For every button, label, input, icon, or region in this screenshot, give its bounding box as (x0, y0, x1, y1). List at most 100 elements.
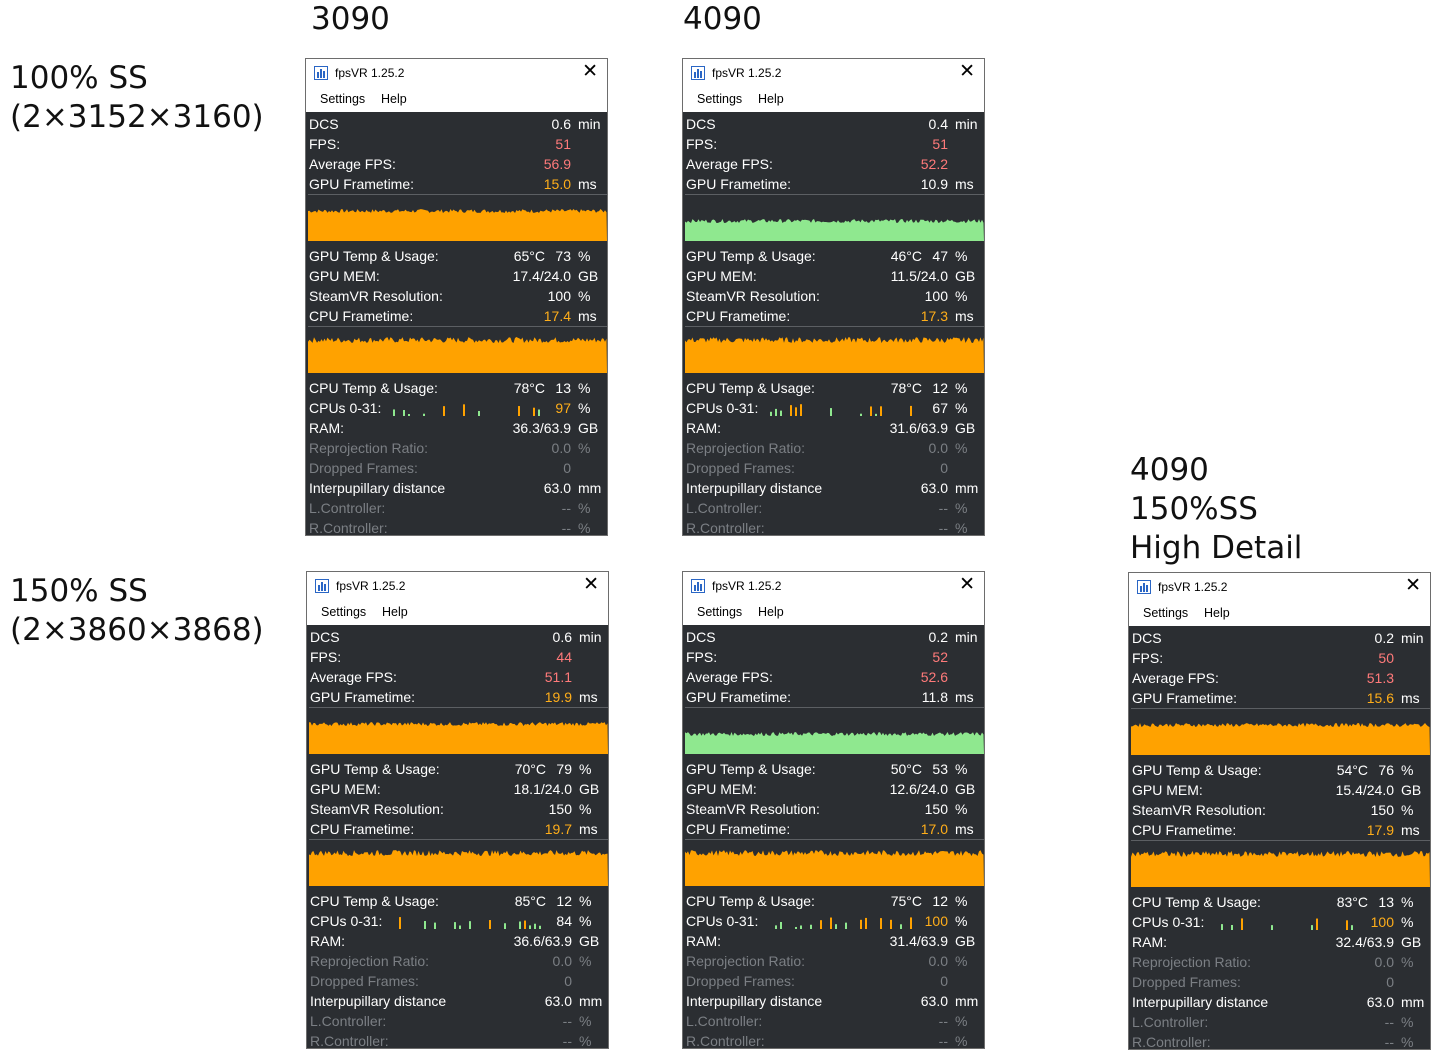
avg-fps-row: Average FPS: 51.1 (307, 667, 608, 687)
menu-settings[interactable]: Settings (697, 92, 743, 106)
ipd-row-unit: mm (579, 993, 603, 1009)
cpu-core-bar (880, 406, 882, 416)
dropped-frames-row-value: 0 (1386, 974, 1394, 990)
cpu-frametime-row: CPU Frametime: 17.0 ms (683, 819, 984, 839)
gpu-frametime-row: GPU Frametime: 10.9 ms (683, 174, 984, 194)
cpus-row-unit: % (579, 913, 592, 929)
cpu-core-bar (900, 924, 902, 929)
reprojection-row: Reprojection Ratio: 0.0% (306, 438, 607, 458)
close-icon[interactable]: ✕ (1405, 575, 1421, 596)
steamvr-resolution-row-unit: % (1401, 802, 1414, 818)
dcs-row-unit: min (1401, 630, 1424, 646)
cpus-row-unit: % (578, 400, 591, 416)
dropped-frames-row: Dropped Frames: 0 (307, 971, 608, 991)
cpu-frametime-row-unit: ms (955, 821, 974, 837)
ram-row-label: RAM: (309, 420, 344, 436)
cpu-temp-usage-row: CPU Temp & Usage: 78°C 13% (306, 378, 607, 398)
cpu-core-bar (459, 925, 461, 929)
gpu-frametime-graph (1131, 708, 1430, 755)
fpsvr-app-icon (691, 579, 705, 593)
fps-row: FPS: 51 (683, 134, 984, 154)
ram-row: RAM: 36.6/63.9 GB (307, 931, 608, 951)
avg-fps-row-label: Average FPS: (686, 156, 773, 172)
dcs-row: DCS 0.2 min (1129, 628, 1430, 648)
fps-row: FPS: 44 (307, 647, 608, 667)
r-controller-row-unit: % (579, 1033, 592, 1049)
l-controller-row-unit: % (578, 500, 591, 516)
r-controller-row: R.Controller: --% (683, 518, 984, 535)
menu-help[interactable]: Help (758, 92, 784, 106)
cpu-temp-usage-row-value: 12 (932, 893, 948, 909)
menu-help[interactable]: Help (381, 92, 407, 106)
gpu-mem-row-label: GPU MEM: (686, 268, 757, 284)
reprojection-row-unit: % (578, 440, 591, 456)
cpu-core-bar (830, 917, 832, 929)
ram-row-value: 36.6/63.9 (513, 933, 572, 949)
cpu-core-bars (775, 917, 912, 929)
gpu-frametime-row-label: GPU Frametime: (310, 689, 416, 705)
title-bar: fpsVR 1.25.2 ✕ (683, 572, 984, 600)
close-icon[interactable]: ✕ (959, 61, 975, 82)
menu-settings[interactable]: Settings (320, 92, 366, 106)
dcs-row-label: DCS (310, 629, 340, 645)
reprojection-row-unit: % (1401, 954, 1414, 970)
gpu-temp-usage-row-label: GPU Temp & Usage: (1132, 762, 1262, 778)
menu-settings[interactable]: Settings (697, 605, 743, 619)
cpus-row-label: CPUs 0-31: (686, 400, 759, 416)
menu-help[interactable]: Help (758, 605, 784, 619)
dropped-frames-row-value: 0 (564, 973, 572, 989)
ram-row-value: 36.3/63.9 (512, 420, 571, 436)
gpu-frametime-row-value: 19.9 (544, 689, 572, 705)
label-150-ss: 150% SS (2×3860×3868) (10, 573, 264, 648)
reprojection-row-label: Reprojection Ratio: (310, 953, 430, 969)
l-controller-row-value: -- (938, 1013, 948, 1029)
dropped-frames-row: Dropped Frames: 0 (306, 458, 607, 478)
reprojection-row-label: Reprojection Ratio: (686, 953, 806, 969)
ram-row-value: 31.6/63.9 (889, 420, 948, 436)
cpus-row-value: 100 (924, 913, 948, 929)
menu-help[interactable]: Help (1204, 606, 1230, 620)
cpu-temp-usage-row-temp: 83°C (1336, 894, 1368, 910)
gpu-mem-row-unit: GB (579, 781, 600, 797)
cpu-core-bar (504, 923, 506, 929)
cpu-core-bars (399, 917, 541, 929)
close-icon[interactable]: ✕ (959, 574, 975, 595)
menu-help[interactable]: Help (382, 605, 408, 619)
cpu-frametime-row: CPU Frametime: 19.7 ms (307, 819, 608, 839)
cpu-core-bar (1241, 918, 1243, 930)
reprojection-row-value: 0.0 (552, 953, 572, 969)
menu-settings[interactable]: Settings (321, 605, 367, 619)
dcs-row-value: 0.2 (1374, 630, 1394, 646)
gpu-frametime-graph (309, 707, 608, 754)
cpu-core-bar (539, 925, 541, 929)
label-4090-high-detail: 4090 150%SS High Detail (1130, 452, 1303, 566)
cpu-core-bars (1221, 918, 1353, 930)
ipd-row-unit: mm (955, 480, 979, 496)
l-controller-row-label: L.Controller: (1132, 1014, 1209, 1030)
cpu-frametime-row-value: 17.9 (1366, 822, 1394, 838)
reprojection-row-value: 0.0 (1374, 954, 1394, 970)
cpu-core-bar (538, 409, 540, 416)
dcs-row-value: 0.6 (551, 116, 571, 132)
graph-area (685, 732, 984, 754)
cpu-frametime-row-label: CPU Frametime: (310, 821, 415, 837)
cpu-core-bar (1221, 924, 1223, 930)
menu-settings[interactable]: Settings (1143, 606, 1189, 620)
graph-area (309, 850, 608, 886)
ram-row-label: RAM: (1132, 934, 1167, 950)
gpu-temp-usage-row-label: GPU Temp & Usage: (309, 248, 439, 264)
cpu-frametime-row-value: 17.3 (920, 308, 948, 324)
cpu-core-bar (880, 918, 882, 929)
l-controller-row: L.Controller: --% (683, 1011, 984, 1031)
dcs-row-label: DCS (1132, 630, 1162, 646)
steamvr-resolution-row: SteamVR Resolution: 150% (683, 799, 984, 819)
close-icon[interactable]: ✕ (583, 574, 599, 595)
close-icon[interactable]: ✕ (582, 61, 598, 82)
cpu-core-bar (820, 920, 822, 929)
ram-row: RAM: 36.3/63.9 GB (306, 418, 607, 438)
r-controller-row-unit: % (1401, 1034, 1414, 1050)
l-controller-row-unit: % (579, 1013, 592, 1029)
gpu-temp-usage-row-temp: 54°C (1336, 762, 1368, 778)
dropped-frames-row-value: 0 (940, 460, 948, 476)
ram-row-unit: GB (955, 420, 976, 436)
